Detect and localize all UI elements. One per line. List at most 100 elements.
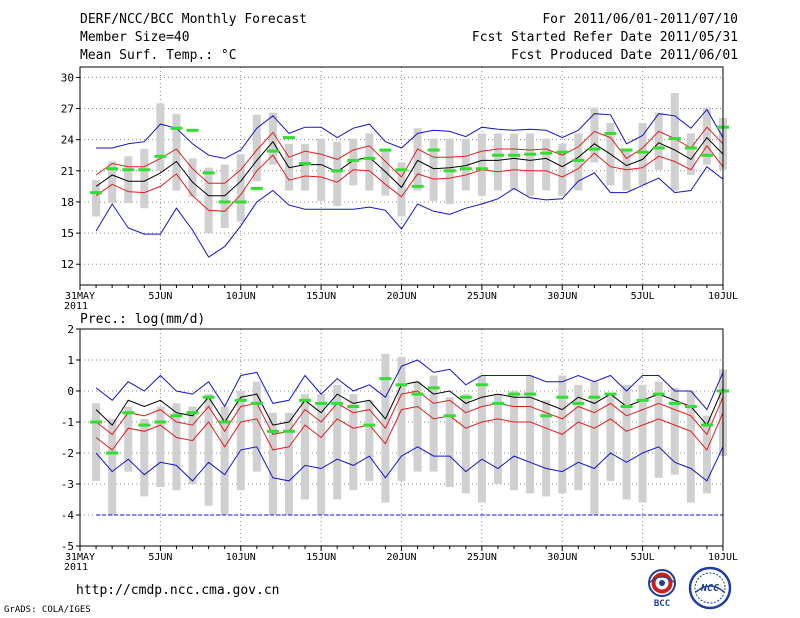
prec-x-tick-label-part: 10JUL: [708, 552, 738, 563]
temp-range-bar: [108, 161, 117, 203]
prec-x-tick-label-part: 10JUN: [226, 552, 256, 563]
prec-x-tick-label-part: 5JUN: [148, 552, 172, 563]
temp-range-bar: [349, 138, 358, 186]
temp-range-bar: [558, 143, 567, 196]
prec-observed-mark: [299, 398, 312, 402]
temp-panel: 12 15 18 21 24 27 30 31MAY 2011 5JUN 10JUN 15JUN 20J…: [61, 66, 738, 312]
prec-y-tick-label: -4: [61, 509, 75, 522]
prec-observed-mark: [427, 386, 440, 390]
ncc-logo: NCC: [688, 566, 732, 610]
prec-ensemble-mean-line: [95, 381, 724, 427]
footer-url[interactable]: http://cmdp.ncc.cma.gov.cn: [76, 583, 280, 598]
temp-y-tick-label: 18: [61, 196, 74, 209]
prec-range-bar: [686, 391, 695, 503]
prec-x-tick-label: 5JUL: [631, 552, 655, 563]
prec-range-bar: [140, 418, 149, 497]
prec-envelope-min-line: [95, 446, 724, 482]
prec-observed-mark: [122, 411, 135, 415]
prec-range-bar: [654, 381, 663, 478]
temp-observed-mark: [652, 146, 665, 150]
prec-range-bar: [204, 394, 213, 506]
temp-range-bar: [638, 123, 647, 186]
prec-range-bar: [124, 406, 133, 472]
prec-observed-mark: [347, 405, 360, 408]
prec-range-bar: [702, 415, 711, 494]
prec-y-tick-label: -2: [61, 447, 74, 460]
temp-observed-mark: [299, 162, 312, 166]
temp-x-tick-label: 10JUL: [708, 291, 738, 302]
prec-y-tick-label: 2: [67, 323, 74, 336]
temp-range-bar: [590, 107, 599, 163]
prec-observed-mark: [234, 398, 247, 402]
prec-range-bar: [526, 375, 535, 494]
bcc-logo-text: BCC: [654, 599, 670, 608]
prec-x-tick-label: 20JUN: [386, 552, 416, 563]
prec-x-tick-label-part: 15JUN: [306, 552, 336, 563]
temp-observed-mark: [90, 191, 103, 195]
prec-observed-mark: [106, 451, 119, 455]
temp-observed-mark: [106, 167, 119, 171]
prec-observed-mark: [524, 392, 537, 396]
temp-ensemble-mean-line: [95, 136, 724, 197]
prec-spread-lower-line: [95, 405, 724, 451]
temp-x-tick-label-part: 31MAY: [65, 291, 95, 302]
prec-range-bar: [252, 381, 261, 472]
temp-observed-mark: [636, 150, 649, 154]
temp-x-tick-label: 20JUN: [386, 291, 416, 302]
temp-observed-mark: [427, 148, 440, 152]
temp-range-bar: [172, 113, 181, 191]
prec-observed-mark: [282, 429, 295, 433]
temp-observed-mark: [250, 186, 263, 190]
prec-range-bar: [397, 356, 406, 481]
temp-observed-mark: [508, 153, 521, 157]
temp-range-bar: [493, 133, 502, 191]
prec-y-tick-label: -5: [61, 540, 74, 553]
temp-envelope-max-line: [96, 108, 724, 159]
variable-label: Mean Surf. Temp.: °C: [80, 48, 237, 63]
prec-range-bar: [188, 406, 197, 484]
prec-observed-mark: [588, 395, 601, 399]
temp-observed-mark: [363, 156, 376, 160]
prec-observed-mark: [604, 392, 617, 396]
temp-range-bar: [670, 92, 679, 191]
temp-x-tick-label: 5JUN: [148, 291, 172, 302]
prec-observed-mark: [475, 383, 488, 387]
temp-envelope-min-line: [95, 165, 724, 258]
temp-observed-mark: [620, 148, 633, 152]
prec-range-bar: [333, 384, 342, 500]
prec-observed-mark: [331, 401, 344, 405]
prec-range-bar: [445, 397, 454, 488]
temp-x-tick-label-part: 5JUL: [631, 291, 655, 302]
temp-observed-mark: [700, 153, 713, 157]
temp-observed-mark: [572, 158, 585, 162]
temp-x-tick-label-part: 30JUN: [547, 291, 577, 302]
prec-observed-mark: [491, 401, 504, 405]
prec-panel: -5 -4 -3 -2 -1 0 1 2 31MAY 2011 5JUN 10JUN 15JUN 20JU…: [61, 312, 738, 573]
prec-observed-mark: [620, 405, 633, 408]
temp-range-bar: [236, 154, 245, 222]
temp-observed-mark: [266, 149, 279, 153]
prec-x-tick-label: 25JUN: [467, 552, 497, 563]
prec-range-bar: [108, 418, 117, 515]
prec-x-tick-label-part: 30JUN: [547, 552, 577, 563]
temp-spread-upper-line: [95, 126, 724, 184]
temp-range-bar: [702, 107, 711, 165]
prec-x-tick-label: 10JUN: [226, 552, 256, 563]
prec-observed-mark: [363, 423, 376, 427]
prec-observed-mark: [508, 392, 521, 396]
temp-y-tick-label: 24: [61, 134, 75, 147]
temp-y-tick-label: 27: [61, 103, 74, 116]
temp-observed-mark: [186, 128, 199, 132]
temp-range-bar: [526, 133, 535, 196]
prec-observed-mark: [652, 392, 665, 396]
temp-y-tick-label: 12: [61, 258, 74, 271]
temp-y-tick-label: 21: [61, 165, 74, 178]
prec-range-bar: [493, 394, 502, 484]
temp-range-bar: [333, 141, 342, 207]
prec-x-tick-label: 15JUN: [306, 552, 336, 563]
prec-observed-mark: [154, 420, 167, 424]
member-size-label: Member Size=40: [80, 30, 190, 45]
prec-range-bar: [317, 394, 326, 515]
temp-range-bar: [686, 133, 695, 175]
temp-observed-mark: [395, 168, 408, 172]
